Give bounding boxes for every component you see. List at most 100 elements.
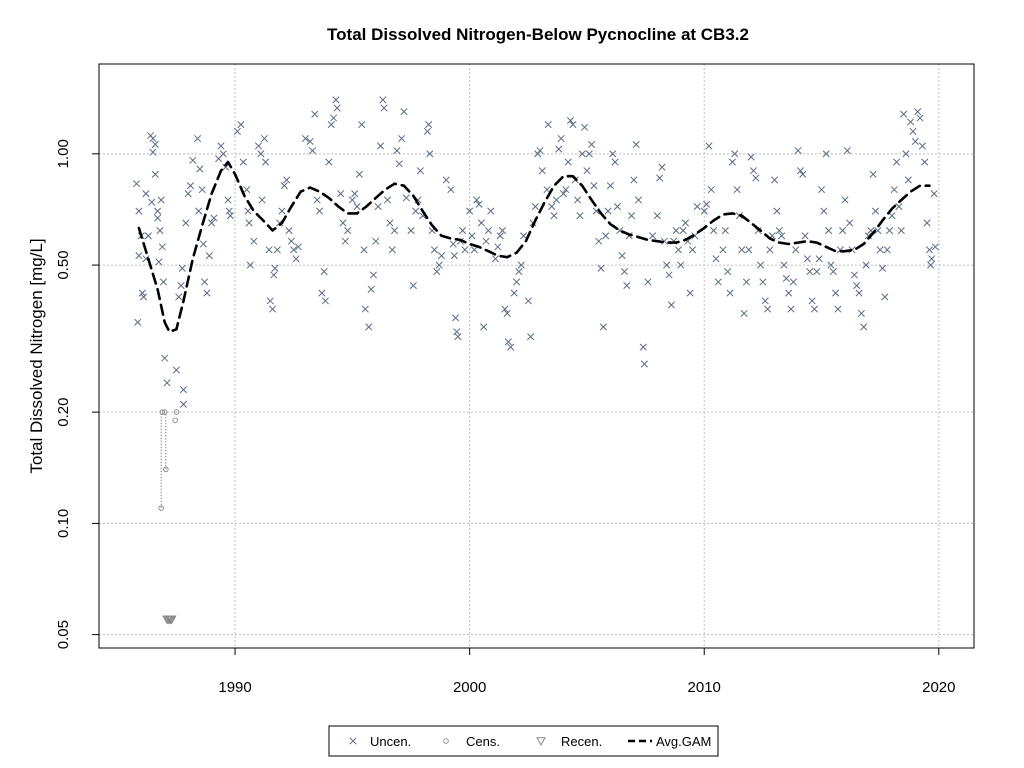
uncensored-point: [752, 174, 760, 182]
uncensored-point: [437, 252, 446, 260]
uncensored-point: [442, 176, 450, 184]
uncensored-point: [531, 202, 539, 211]
uncensored-point: [557, 134, 565, 143]
uncensored-point: [918, 142, 926, 150]
uncensored-point: [850, 271, 858, 279]
legend-x-marker: [349, 737, 357, 745]
uncensored-point: [667, 301, 675, 309]
uncensored-point: [155, 258, 163, 266]
uncensored-point: [454, 333, 462, 341]
uncensored-point: [613, 202, 621, 211]
uncensored-point: [728, 158, 736, 166]
uncensored-point: [449, 240, 457, 248]
uncensored-point: [822, 150, 830, 158]
uncensored-point: [663, 261, 671, 269]
uncensored-point: [487, 207, 495, 215]
uncensored-point: [269, 305, 277, 313]
uncensored-point: [193, 134, 202, 143]
uncensored-point: [855, 289, 863, 297]
uncensored-point: [494, 243, 502, 251]
uncensored-point: [810, 305, 819, 313]
uncensored-point: [142, 190, 150, 198]
uncensored-point: [566, 117, 575, 125]
uncensored-point: [475, 200, 483, 208]
uncensored-point: [157, 196, 165, 204]
uncensored-point: [878, 264, 887, 272]
uncensored-point: [358, 121, 366, 129]
uncensored-point: [794, 147, 802, 155]
uncensored-point: [172, 366, 180, 374]
uncensored-point: [400, 108, 408, 116]
uncensored-point: [409, 282, 417, 290]
legend-label: Recen.: [561, 734, 602, 749]
uncensored-point: [808, 297, 816, 305]
y-tick-label: 0.10: [55, 509, 72, 538]
uncensored-point: [332, 96, 340, 104]
uncensored-point: [154, 207, 162, 215]
uncensored-point: [693, 202, 701, 211]
uncensored-point: [318, 289, 326, 297]
uncensored-point: [203, 289, 211, 297]
uncensored-point: [787, 305, 795, 313]
uncensored-point: [372, 237, 380, 245]
uncensored-point: [564, 158, 572, 166]
uncensored-point: [365, 323, 373, 331]
uncensored-point: [496, 232, 504, 240]
uncensored-point: [189, 156, 197, 164]
uncensored-point: [710, 226, 718, 235]
uncensored-point: [265, 246, 273, 254]
uncensored-point: [764, 305, 772, 313]
uncensored-point: [398, 134, 406, 143]
uncensored-point: [369, 271, 378, 279]
uncensored-point: [674, 246, 682, 254]
uncensored-point: [888, 212, 896, 220]
uncensored-point: [327, 121, 335, 129]
uncensored-point: [498, 226, 507, 235]
y-tick-label: 0.20: [55, 398, 72, 427]
uncensored-point: [536, 147, 544, 155]
legend-triangle-marker: [536, 737, 546, 747]
uncensored-point: [745, 246, 753, 254]
uncensored-point: [639, 343, 647, 351]
uncensored-point: [527, 333, 535, 341]
uncensored-point: [714, 278, 722, 286]
uncensored-point: [611, 158, 619, 166]
uncensored-point: [149, 148, 157, 156]
uncensored-point: [916, 114, 924, 122]
uncensored-point: [691, 232, 699, 240]
uncensored-point: [914, 108, 922, 116]
chart-title: Total Dissolved Nitrogen-Below Pycnoclin…: [327, 25, 749, 44]
uncensored-point: [592, 207, 600, 215]
uncensored-point: [175, 293, 183, 301]
uncensored-point: [184, 190, 192, 198]
censored-point: [173, 409, 180, 415]
uncensored-point: [260, 134, 268, 143]
uncensored-point: [799, 170, 807, 178]
uncensored-point: [353, 202, 361, 211]
uncensored-point: [195, 207, 203, 215]
x-tick-label: 1990: [218, 679, 251, 696]
uncensored-point: [330, 114, 338, 122]
uncensored-point: [904, 176, 912, 184]
uncensored-point: [672, 226, 680, 235]
uncensored-point: [925, 246, 933, 254]
uncensored-point: [520, 232, 528, 240]
uncensored-point: [423, 127, 431, 135]
legend-circle-marker: [443, 738, 449, 744]
uncensored-point: [623, 282, 631, 290]
uncensored-point: [871, 207, 880, 215]
uncensored-point: [649, 232, 657, 240]
uncensored-point: [550, 212, 558, 220]
uncensored-point: [677, 261, 685, 269]
uncensored-point: [700, 207, 708, 215]
legend-label: Uncen.: [370, 734, 411, 749]
uncensored-point: [703, 200, 711, 208]
uncensored-point: [681, 219, 690, 227]
uncensored-point: [245, 219, 253, 227]
uncensored-point: [761, 297, 769, 305]
uncensored-point: [874, 226, 882, 235]
uncensored-point: [138, 289, 146, 297]
uncensored-point: [573, 196, 582, 204]
uncensored-point: [881, 293, 889, 301]
uncensored-point: [484, 226, 492, 235]
